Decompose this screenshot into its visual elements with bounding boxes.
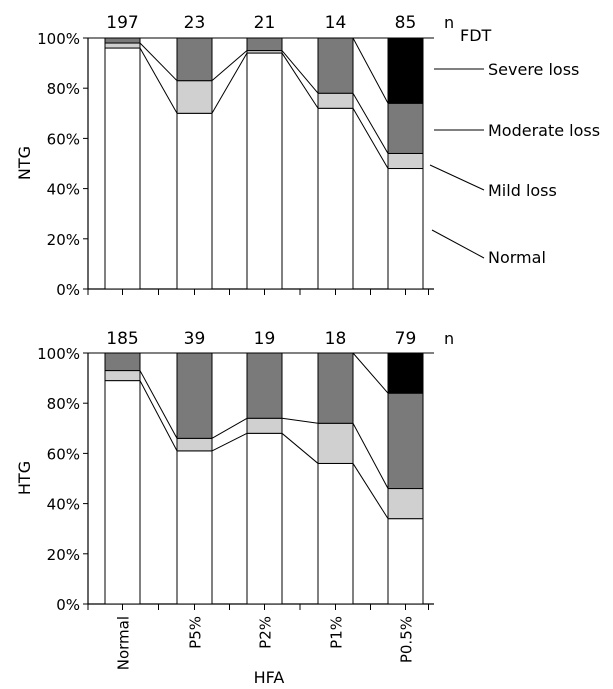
bar-mild-loss-p1 [317, 92, 354, 109]
legend-item-mild-loss: Mild loss [488, 181, 557, 200]
x-tick-label-p0-5: P0.5% [398, 616, 416, 663]
y-tick-label: 100% [37, 30, 80, 48]
bar-moderate-loss-p0-5 [387, 392, 424, 490]
y-tick-label: 80% [47, 80, 80, 98]
n-count-p1: 18 [325, 329, 347, 349]
y-tick-label: 60% [47, 130, 80, 148]
connector-line [211, 417, 248, 439]
n-count-p2: 21 [254, 13, 276, 33]
bar-normal-p0-5 [387, 518, 424, 605]
y-tick-label: 80% [47, 395, 80, 413]
connector-line [352, 37, 389, 104]
connector-line [139, 47, 178, 114]
bar-moderate-loss-p0-5 [387, 102, 424, 154]
x-tick-label-p2: P2% [257, 616, 275, 649]
legend-item-normal: Normal [488, 248, 546, 267]
n-label: n [444, 329, 454, 348]
bar-normal-p1 [317, 462, 354, 605]
y-axis-title: NTG [15, 146, 34, 180]
panel-ntg: 0% 20% 40% 60% 80% 100% NTG 197 23 21 14 85 n [15, 13, 454, 299]
connector-line [281, 432, 319, 464]
n-count-normal: 197 [106, 13, 138, 33]
bar-normal-normal [104, 380, 141, 605]
connector-line [281, 50, 319, 94]
y-tick-label: 100% [37, 345, 80, 363]
y-tick-label: 60% [47, 445, 80, 463]
connector-line [139, 370, 178, 439]
legend-leader-mild-loss [429, 164, 485, 191]
x-tick-label-p5: P5% [187, 616, 205, 649]
connector-line [139, 42, 178, 82]
bar-mild-loss-p0-5 [387, 488, 424, 520]
bar-moderate-loss-p1 [317, 37, 354, 94]
n-count-normal: 185 [106, 329, 138, 349]
n-label: n [444, 13, 454, 32]
legend: FDT Severe loss Moderate loss Mild loss … [429, 26, 600, 267]
y-axis-title: HTG [15, 461, 34, 495]
x-tick-label-normal: Normal [115, 616, 133, 670]
bar-normal-normal [104, 47, 141, 290]
legend-item-moderate-loss: Moderate loss [488, 121, 600, 140]
bar-moderate-loss-normal [104, 352, 141, 372]
bar-normal-p5 [176, 112, 213, 290]
y-tick-label: 20% [47, 231, 80, 249]
y-tick-label: 0% [56, 281, 80, 299]
connector-line [211, 52, 248, 114]
bar-moderate-loss-normal [104, 37, 141, 44]
n-count-p0-5: 79 [395, 329, 417, 349]
n-count-p1: 14 [325, 13, 347, 33]
bar-mild-loss-p0-5 [387, 152, 424, 170]
bar-normal-p0-5 [387, 168, 424, 290]
y-tick-label: 40% [47, 181, 80, 199]
bar-mild-loss-normal [104, 370, 141, 382]
bar-severe-loss-p0-5 [387, 352, 424, 394]
connector-line [352, 463, 389, 519]
connector-line [281, 417, 319, 424]
connector-line [352, 352, 389, 394]
n-count-p2: 19 [254, 329, 276, 349]
bar-mild-loss-p2 [246, 417, 283, 434]
connector-line [352, 108, 389, 169]
panel-htg: 0% 20% 40% 60% 80% 100% HTG 185 39 19 18 79 n Normal P… [15, 329, 454, 670]
connector-line [139, 380, 178, 452]
connector-line [352, 423, 389, 489]
bar-mild-loss-p1 [317, 422, 354, 464]
bar-moderate-loss-p2 [246, 37, 283, 52]
bar-normal-p5 [176, 450, 213, 605]
legend-leader-normal [431, 229, 485, 259]
bar-mild-loss-normal [104, 42, 141, 49]
connector-line [211, 50, 248, 82]
n-count-p5: 23 [184, 13, 206, 33]
bar-moderate-loss-p2 [246, 352, 283, 419]
bar-normal-p1 [317, 107, 354, 290]
connector-line [352, 92, 389, 154]
connector-line [211, 432, 248, 452]
bar-moderate-loss-p5 [176, 352, 213, 439]
bar-mild-loss-p5 [176, 80, 213, 114]
n-count-p0-5: 85 [395, 13, 417, 33]
bar-normal-p2 [246, 432, 283, 605]
legend-title: FDT [460, 26, 492, 45]
y-tick-label: 40% [47, 496, 80, 514]
bar-moderate-loss-p5 [176, 37, 213, 82]
y-tick-label: 0% [56, 596, 80, 614]
connector-line [281, 52, 319, 109]
bar-normal-p2 [246, 52, 283, 290]
x-axis-title: HFA [254, 668, 285, 687]
legend-item-severe-loss: Severe loss [488, 60, 579, 79]
y-tick-label: 20% [47, 546, 80, 564]
bar-mild-loss-p5 [176, 437, 213, 452]
n-count-p5: 39 [184, 329, 206, 349]
bar-severe-loss-p0-5 [387, 37, 424, 104]
x-tick-label-p1: P1% [328, 616, 346, 649]
bar-moderate-loss-p1 [317, 352, 354, 424]
